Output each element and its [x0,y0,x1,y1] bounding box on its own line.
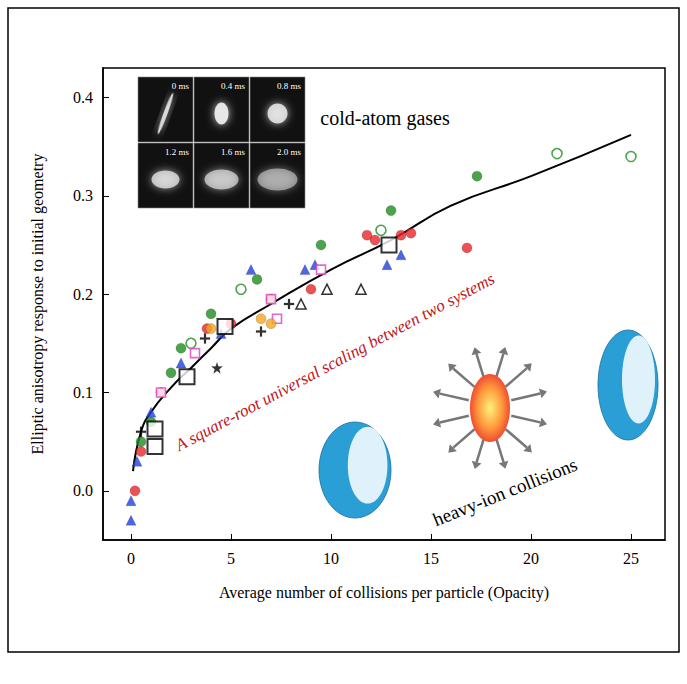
svg-text:A square-root universal scalin: A square-root universal scaling between … [171,269,498,455]
svg-text:0 ms: 0 ms [172,81,190,91]
svg-text:0.2: 0.2 [73,286,93,303]
svg-text:0.1: 0.1 [73,384,93,401]
svg-text:heavy-ion collisions: heavy-ion collisions [430,454,580,530]
svg-text:25: 25 [623,550,639,567]
svg-text:0.4: 0.4 [73,89,93,106]
svg-text:cold-atom gases: cold-atom gases [320,107,450,130]
svg-text:Average number of collisions p: Average number of collisions per particl… [219,584,549,602]
svg-text:15: 15 [423,550,439,567]
svg-text:1.2 ms: 1.2 ms [165,147,190,157]
svg-text:0.3: 0.3 [73,187,93,204]
svg-text:5: 5 [227,550,235,567]
svg-text:0.8 ms: 0.8 ms [277,81,302,91]
svg-text:2.0 ms: 2.0 ms [277,147,302,157]
svg-text:1.6 ms: 1.6 ms [221,147,246,157]
svg-text:20: 20 [523,550,539,567]
svg-text:0.4 ms: 0.4 ms [221,81,246,91]
svg-text:0.0: 0.0 [73,482,93,499]
svg-text:10: 10 [323,550,339,567]
svg-text:0: 0 [127,550,135,567]
svg-text:Elliptic anisotropy response t: Elliptic anisotropy response to initial … [29,154,47,455]
